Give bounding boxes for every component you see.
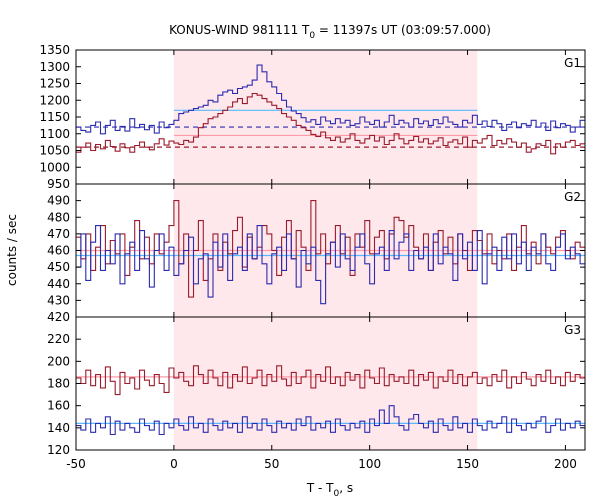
y-tick-label: 460: [47, 244, 70, 258]
y-tick-label: 490: [47, 194, 70, 208]
panel-label: G2: [564, 190, 581, 204]
y-tick-label: 950: [47, 177, 70, 191]
x-axis-label: T - T0, s: [306, 481, 353, 499]
y-tick-label: 200: [47, 354, 70, 368]
chart-title-rest: = 11397s UT (03:09:57.000): [315, 23, 491, 37]
y-tick-label: 1250: [39, 77, 70, 91]
y-tick-label: 450: [47, 260, 70, 274]
y-tick-label: 1350: [39, 43, 70, 57]
y-tick-label: 220: [47, 332, 70, 346]
y-tick-label: 1000: [39, 160, 70, 174]
x-tick-label: 0: [170, 457, 178, 471]
panel-label: G1: [564, 56, 581, 70]
x-axis: -50 0 50 100 150 200: [66, 457, 577, 471]
chart-title-main: KONUS-WIND 981111 T: [169, 23, 310, 37]
series-line-blue: [76, 225, 585, 305]
y-tick-label: 430: [47, 293, 70, 307]
y-tick-label: 160: [47, 399, 70, 413]
y-tick-label: 120: [47, 443, 70, 457]
y-tick-label: 1200: [39, 93, 70, 107]
y-axis-label: counts / sec: [5, 214, 19, 286]
y-tick-label: 1100: [39, 127, 70, 141]
x-axis-label-rest: , s: [339, 481, 353, 495]
series-line-blue: [76, 64, 585, 135]
y-tick-label: 1300: [39, 60, 70, 74]
panel-g3: 120 140 160 180 200 220 G3: [47, 316, 586, 457]
x-axis-label-subscript: 0: [334, 489, 340, 499]
y-tick-label: 1050: [39, 144, 70, 158]
y-tick-label: 140: [47, 421, 70, 435]
y-tick-label: 440: [47, 277, 70, 291]
chart-title-subscript: 0: [309, 31, 315, 41]
y-tick-label: 420: [47, 310, 70, 324]
x-tick-label: -50: [66, 457, 86, 471]
series-line-red: [76, 92, 585, 155]
panels-group: 950 1000 1050 1100 1150 1200 1250 1300 1350 G1 420…: [39, 43, 586, 457]
series-line-blue: [76, 405, 585, 436]
y-tick-label: 470: [47, 227, 70, 241]
x-tick-label: 200: [554, 457, 577, 471]
x-axis-label-main: T - T: [306, 481, 334, 495]
x-tick-label: 150: [456, 457, 479, 471]
x-tick-label: 50: [264, 457, 279, 471]
panel-label: G3: [564, 323, 581, 337]
series-line-red: [76, 365, 585, 396]
panel-g1: 950 1000 1050 1100 1150 1200 1250 1300 1350 G1: [39, 43, 586, 191]
panel-g2: 420 430 440 450 460 470 480 490 G2: [47, 183, 586, 324]
x-tick-label: 100: [358, 457, 381, 471]
y-tick-label: 180: [47, 377, 70, 391]
y-tick-label: 480: [47, 210, 70, 224]
chart-title: KONUS-WIND 981111 T0 = 11397s UT (03:09:…: [169, 23, 491, 41]
y-tick-label: 1150: [39, 110, 70, 124]
